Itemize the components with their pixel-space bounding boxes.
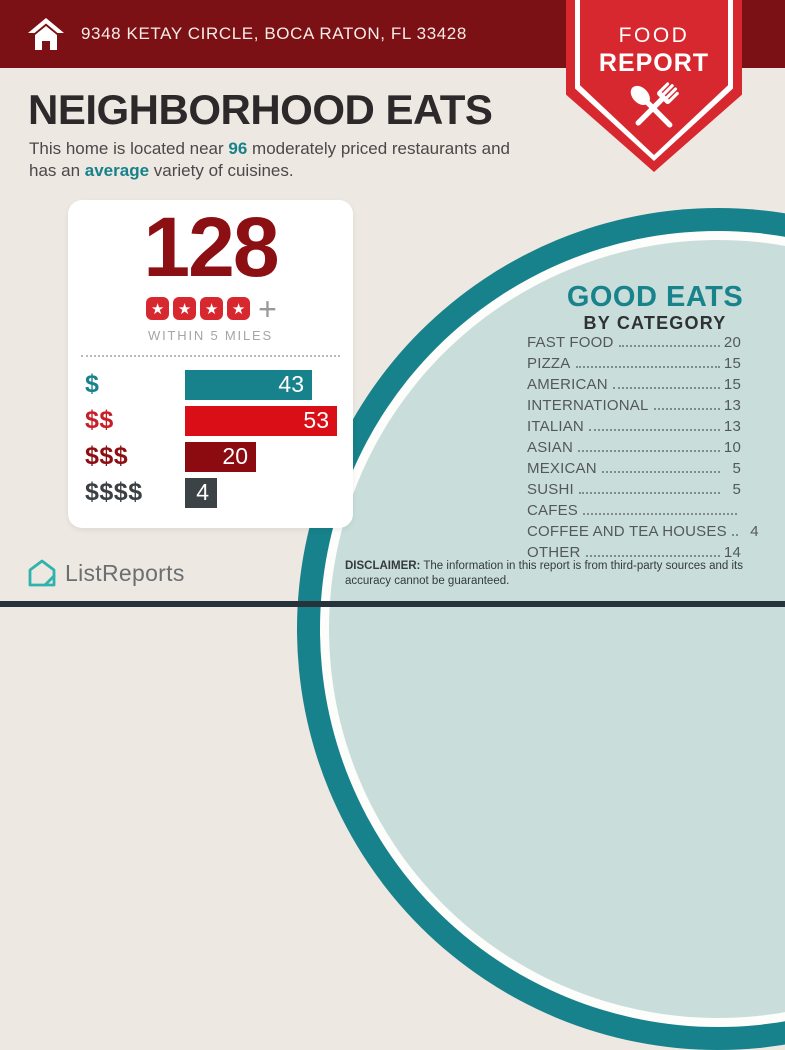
disclaimer-label: DISCLAIMER: xyxy=(345,560,421,572)
category-row: FAST FOOD 20 xyxy=(527,334,741,355)
dotted-leader xyxy=(618,345,720,347)
category-label: ITALIAN xyxy=(527,418,584,435)
category-value: 15 xyxy=(723,355,741,372)
category-row: OTHER 14 xyxy=(527,544,741,565)
dotted-leader xyxy=(578,492,720,494)
star-icon: ★ xyxy=(200,297,224,321)
bar-fill: 4 xyxy=(185,477,217,508)
category-row: CAFES xyxy=(527,502,741,523)
restaurant-count-highlight: 96 xyxy=(228,139,248,158)
fork-spoon-icon xyxy=(630,82,679,128)
dotted-leader xyxy=(731,534,738,536)
bar-label: $$$ xyxy=(85,442,129,471)
intro-line2: has an average variety of cuisines. xyxy=(29,160,294,180)
category-value: 20 xyxy=(723,334,741,351)
dotted-divider xyxy=(81,354,340,357)
category-value: 13 xyxy=(723,397,741,414)
category-row: INTERNATIONAL 13 xyxy=(527,397,741,418)
rating-stars: ★ ★ ★ ★ xyxy=(144,297,252,321)
category-label: ASIAN xyxy=(527,439,574,456)
plus-icon: + xyxy=(258,290,277,327)
intro-line1: This home is located near 96 moderately … xyxy=(29,139,511,158)
dotted-leader xyxy=(578,450,720,452)
category-list: FAST FOOD 20 PIZZA 15 AMERICAN 15 INTERNATI… xyxy=(527,334,759,565)
star-icon: ★ xyxy=(227,297,251,321)
radius-caption: WITHIN 5 MILES xyxy=(148,327,273,343)
summary-card: 128 ★ ★ ★ ★ + WITHIN 5 MILES $ 43 $$ 53 $$$… xyxy=(68,200,353,528)
bar-fill: 43 xyxy=(185,369,312,400)
category-row: PIZZA 15 xyxy=(527,355,741,376)
listreports-house-icon xyxy=(28,559,56,587)
category-label: SUSHI xyxy=(527,481,574,498)
category-value: 5 xyxy=(732,481,741,498)
price-bar-row: $$$ 20 xyxy=(68,441,353,472)
food-report-badge: FOOD REPORT xyxy=(566,0,742,172)
category-label: CAFES xyxy=(527,502,579,519)
dotted-leader xyxy=(583,513,737,515)
dotted-leader xyxy=(653,408,720,410)
category-label: FAST FOOD xyxy=(527,334,614,351)
dotted-leader xyxy=(601,471,720,473)
category-label: MEXICAN xyxy=(527,460,597,477)
category-value: 4 xyxy=(750,523,759,540)
dotted-leader xyxy=(588,429,720,431)
badge-title-line2: REPORT xyxy=(598,49,710,77)
home-icon xyxy=(28,18,64,50)
category-label: OTHER xyxy=(527,544,581,561)
dotted-leader xyxy=(612,387,720,389)
category-row: MEXICAN 5 xyxy=(527,460,741,481)
disclaimer: DISCLAIMER: The information in this repo… xyxy=(345,559,773,589)
category-row: AMERICAN 15 xyxy=(527,376,741,397)
intro-text: This home is located near 96 moderately … xyxy=(29,138,510,181)
good-eats-title: GOOD EATS xyxy=(566,281,744,313)
listreports-logo: ListReports xyxy=(27,558,185,588)
category-value: 10 xyxy=(723,439,741,456)
star-icon: ★ xyxy=(173,297,197,321)
category-value: 13 xyxy=(723,418,741,435)
bar-label: $$ xyxy=(85,406,114,435)
category-row: SUSHI 5 xyxy=(527,481,741,502)
good-eats-heading: GOOD EATS BY CATEGORY xyxy=(530,282,780,334)
total-restaurant-count: 128 xyxy=(143,200,279,294)
category-row: COFFEE AND TEA HOUSES 4 xyxy=(527,523,759,544)
category-value: 5 xyxy=(732,460,741,477)
bar-label: $ xyxy=(85,370,100,399)
property-address: 9348 KETAY CIRCLE, BOCA RATON, FL 33428 xyxy=(81,24,467,43)
category-value: 14 xyxy=(723,544,741,561)
bar-fill: 20 xyxy=(185,441,256,472)
dotted-leader xyxy=(575,366,720,368)
brand-name: ListReports xyxy=(65,559,185,586)
category-label: COFFEE AND TEA HOUSES xyxy=(527,523,727,540)
good-eats-subtitle: BY CATEGORY xyxy=(583,313,727,333)
star-icon: ★ xyxy=(146,297,170,321)
category-row: ASIAN 10 xyxy=(527,439,741,460)
price-bar-row: $$ 53 xyxy=(68,405,353,436)
page-title: NEIGHBORHOOD EATS xyxy=(28,86,493,133)
category-label: PIZZA xyxy=(527,355,571,372)
bottom-border-strip xyxy=(0,601,785,607)
category-row: ITALIAN 13 xyxy=(527,418,741,439)
price-bar-row: $ 43 xyxy=(68,369,353,400)
dotted-leader xyxy=(585,555,720,557)
bar-label: $$$$ xyxy=(85,478,143,507)
rating-row: ★ ★ ★ ★ + xyxy=(68,290,353,327)
category-value: 15 xyxy=(723,376,741,393)
badge-title-line1: FOOD xyxy=(618,24,690,47)
bar-fill: 53 xyxy=(185,405,337,436)
category-label: AMERICAN xyxy=(527,376,608,393)
category-label: INTERNATIONAL xyxy=(527,397,649,414)
price-bar-row: $$$$ 4 xyxy=(68,477,353,508)
price-bar-chart: $ 43 $$ 53 $$$ 20 $$$$ 4 xyxy=(68,369,353,508)
disclaimer-text: The information in this report is from t… xyxy=(345,560,743,587)
variety-highlight: average xyxy=(84,160,150,180)
